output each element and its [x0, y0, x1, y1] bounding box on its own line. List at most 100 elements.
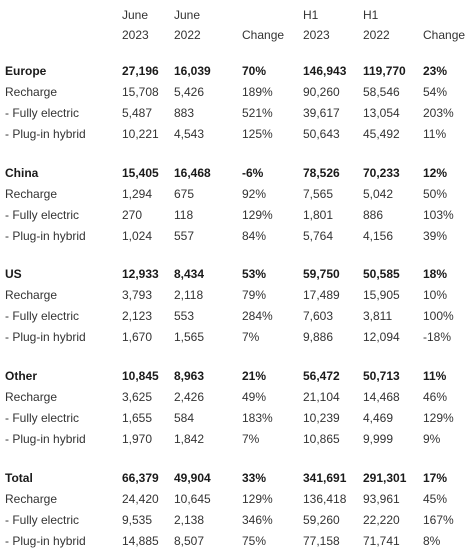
cell-change-monthly: 49%	[242, 390, 267, 404]
cell-june-2023: 10,845	[122, 369, 159, 383]
cell-change-half-year: 129%	[423, 411, 454, 425]
cell-change-monthly: 7%	[242, 330, 260, 344]
cell-h1-2022: 886	[363, 208, 384, 222]
row-label: Recharge	[5, 85, 58, 99]
table-header: June 2023 June 2022 Change H1 2023 H1 20…	[0, 0, 467, 46]
cell-change-monthly: 346%	[242, 513, 273, 527]
row-label: - Fully electric	[5, 513, 80, 527]
cell-change-half-year: 103%	[423, 208, 454, 222]
header-change-monthly: Change	[242, 28, 285, 42]
region-label: Total	[5, 471, 33, 485]
row-label: - Fully electric	[5, 309, 80, 323]
recharge-row: Recharge 3,625 2,426 49% 21,104 14,468 4…	[0, 387, 467, 408]
row-label: Recharge	[5, 187, 58, 201]
fully-electric-row: - Fully electric 9,535 2,138 346% 59,260…	[0, 510, 467, 531]
region-row: Total 66,379 49,904 33% 341,691 291,301 …	[0, 468, 467, 489]
cell-june-2022: 2,426	[174, 390, 205, 404]
cell-h1-2022: 58,546	[363, 85, 400, 99]
cell-h1-2022: 4,469	[363, 411, 394, 425]
cell-june-2023: 1,670	[122, 330, 153, 344]
row-label: - Fully electric	[5, 208, 80, 222]
cell-h1-2022: 119,770	[363, 64, 406, 78]
cell-change-monthly: 33%	[242, 471, 267, 485]
cell-june-2023: 1,970	[122, 432, 153, 446]
cell-change-monthly: 284%	[242, 309, 273, 323]
row-label: Recharge	[5, 492, 58, 506]
cell-h1-2023: 78,526	[303, 166, 340, 180]
cell-h1-2023: 7,565	[303, 187, 334, 201]
cell-h1-2023: 90,260	[303, 85, 340, 99]
cell-h1-2022: 71,741	[363, 534, 400, 548]
cell-june-2023: 9,535	[122, 513, 153, 527]
header-june-2023-line1: June	[122, 8, 149, 22]
cell-h1-2023: 21,104	[303, 390, 340, 404]
cell-h1-2023: 136,418	[303, 492, 347, 506]
cell-change-half-year: 203%	[423, 106, 454, 120]
header-h1-2022: H1 2022	[363, 5, 390, 45]
cell-h1-2023: 59,750	[303, 267, 340, 281]
cell-change-half-year: 11%	[423, 369, 447, 383]
header-h1-2023-line1: H1	[303, 8, 319, 22]
plug-in-hybrid-row: - Plug-in hybrid 1,670 1,565 7% 9,886 12…	[0, 327, 467, 348]
cell-change-half-year: 39%	[423, 229, 448, 243]
cell-change-monthly: 53%	[242, 267, 267, 281]
region-row: Other 10,845 8,963 21% 56,472 50,713 11%	[0, 366, 467, 387]
cell-change-monthly: 189%	[242, 85, 273, 99]
cell-h1-2023: 10,865	[303, 432, 340, 446]
cell-june-2022: 10,645	[174, 492, 211, 506]
cell-june-2023: 2,123	[122, 309, 153, 323]
cell-change-monthly: 21%	[242, 369, 267, 383]
cell-june-2023: 15,708	[122, 85, 159, 99]
cell-h1-2022: 22,220	[363, 513, 400, 527]
cell-change-monthly: 92%	[242, 187, 267, 201]
cell-june-2022: 675	[174, 187, 195, 201]
row-label: - Plug-in hybrid	[5, 229, 86, 243]
cell-june-2022: 8,507	[174, 534, 205, 548]
cell-h1-2023: 341,691	[303, 471, 347, 485]
cell-h1-2023: 1,801	[303, 208, 334, 222]
cell-h1-2023: 17,489	[303, 288, 340, 302]
cell-h1-2022: 70,233	[363, 166, 400, 180]
header-h1-2022-line1: H1	[363, 8, 379, 22]
header-change-half-year: Change	[423, 28, 466, 42]
cell-h1-2023: 59,260	[303, 513, 340, 527]
header-june-2022: June 2022	[174, 5, 201, 45]
cell-h1-2022: 3,811	[363, 309, 393, 323]
region-row: Europe 27,196 16,039 70% 146,943 119,770…	[0, 61, 467, 82]
cell-june-2022: 118	[174, 208, 194, 222]
cell-june-2023: 270	[122, 208, 143, 222]
cell-change-monthly: 183%	[242, 411, 273, 425]
cell-june-2022: 16,468	[174, 166, 211, 180]
cell-change-monthly: 125%	[242, 127, 273, 141]
cell-june-2023: 10,221	[122, 127, 159, 141]
header-june-2023: June 2023	[122, 5, 149, 45]
cell-change-monthly: 79%	[242, 288, 267, 302]
cell-june-2023: 1,024	[122, 229, 153, 243]
cell-h1-2023: 146,943	[303, 64, 347, 78]
recharge-row: Recharge 1,294 675 92% 7,565 5,042 50%	[0, 184, 467, 205]
cell-h1-2022: 9,999	[363, 432, 394, 446]
cell-june-2023: 66,379	[122, 471, 159, 485]
plug-in-hybrid-row: - Plug-in hybrid 1,024 557 84% 5,764 4,1…	[0, 226, 467, 247]
cell-h1-2022: 14,468	[363, 390, 400, 404]
cell-june-2022: 584	[174, 411, 195, 425]
region-section-other: Other 10,845 8,963 21% 56,472 50,713 11%…	[0, 366, 467, 454]
recharge-row: Recharge 3,793 2,118 79% 17,489 15,905 1…	[0, 285, 467, 306]
cell-june-2022: 2,118	[174, 288, 204, 302]
cell-june-2022: 4,543	[174, 127, 205, 141]
cell-change-half-year: 167%	[423, 513, 454, 527]
header-h1-2023-line2: 2023	[303, 28, 330, 42]
region-row: China 15,405 16,468 -6% 78,526 70,233 12…	[0, 163, 467, 184]
cell-june-2022: 49,904	[174, 471, 211, 485]
cell-june-2023: 12,933	[122, 267, 159, 281]
row-label: - Plug-in hybrid	[5, 534, 86, 548]
cell-change-half-year: 23%	[423, 64, 448, 78]
cell-june-2023: 1,655	[122, 411, 153, 425]
cell-june-2022: 8,963	[174, 369, 205, 383]
cell-change-monthly: 75%	[242, 534, 267, 548]
region-section-us: US 12,933 8,434 53% 59,750 50,585 18% Re…	[0, 264, 467, 352]
cell-change-half-year: 11%	[423, 127, 447, 141]
region-label: US	[5, 267, 22, 281]
cell-june-2023: 5,487	[122, 106, 153, 120]
cell-change-monthly: -6%	[242, 166, 264, 180]
